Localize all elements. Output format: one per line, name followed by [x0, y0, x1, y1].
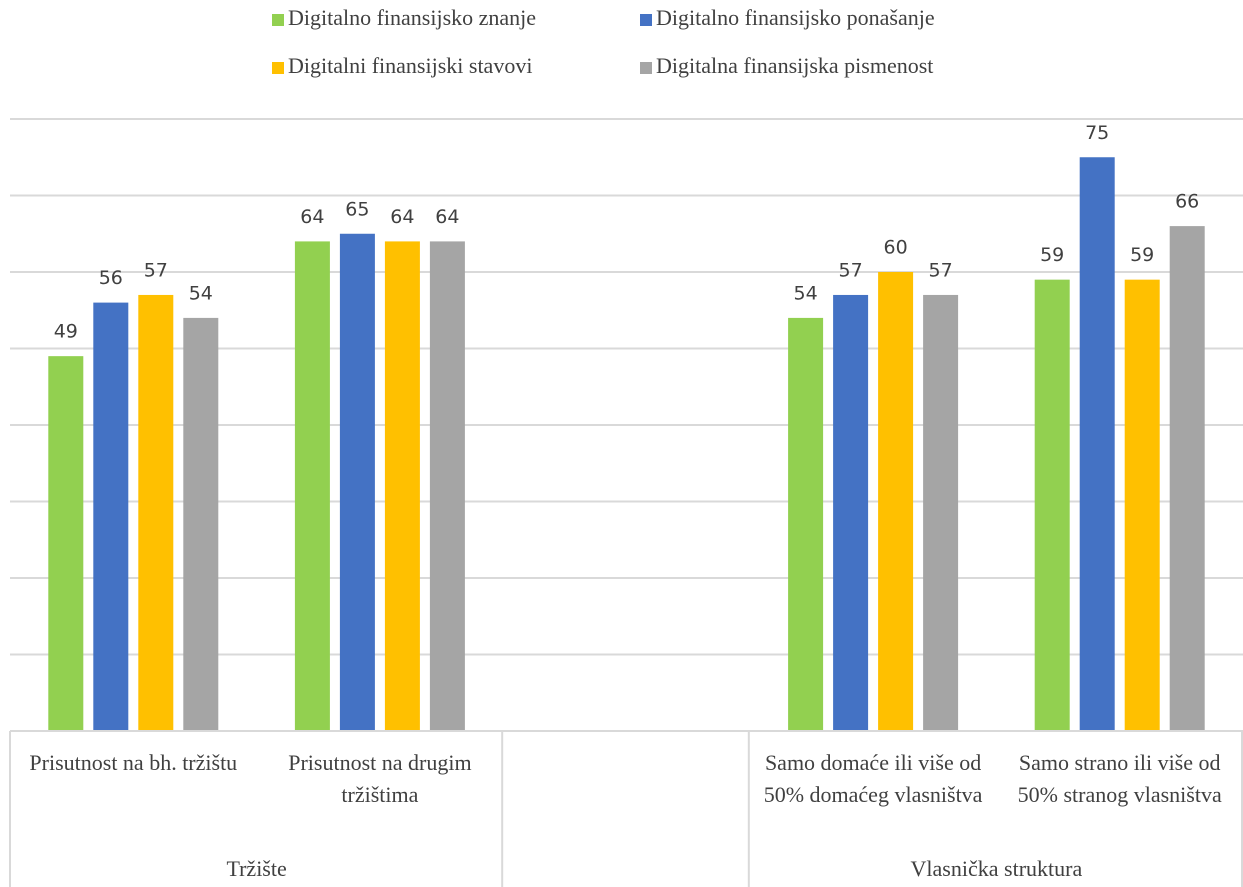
legend-swatch: [640, 62, 652, 74]
value-label: 57: [144, 259, 168, 281]
bar: [138, 294, 174, 731]
legend-label: Digitalni finansijski stavovi: [288, 53, 532, 78]
bar: [1034, 279, 1070, 731]
value-label: 75: [1085, 122, 1109, 144]
x-tick-label: Prisutnost na drugim tržištima: [288, 750, 472, 807]
legend-swatch: [272, 62, 284, 74]
bar: [384, 241, 420, 731]
value-label: 57: [929, 259, 953, 281]
value-label: 64: [390, 206, 414, 228]
value-label: 54: [794, 282, 818, 304]
value-label: 59: [1130, 244, 1154, 266]
bar: [294, 241, 330, 731]
value-label: 56: [99, 267, 123, 289]
bar: [48, 356, 84, 731]
legend-label: Digitalno finansijsko znanje: [288, 5, 536, 30]
value-label: 60: [884, 237, 908, 259]
bar: [93, 302, 129, 731]
bar: [833, 294, 869, 731]
value-label: 64: [300, 206, 324, 228]
bar: [878, 272, 914, 731]
group-label: Vlasnička struktura: [910, 856, 1083, 881]
value-label: 66: [1175, 191, 1199, 213]
legend-label: Digitalno finansijsko ponašanje: [656, 5, 935, 30]
legend-label: Digitalna finansijska pismenost: [656, 53, 933, 78]
x-tick-label: Prisutnost na bh. tržištu: [29, 750, 238, 775]
bar: [1169, 226, 1205, 731]
value-label: 64: [435, 206, 459, 228]
value-label: 57: [839, 259, 863, 281]
bar: [1124, 279, 1160, 731]
legend-swatch: [272, 14, 284, 26]
bar: [788, 317, 824, 731]
legend-swatch: [640, 14, 652, 26]
group-label: Tržište: [226, 856, 287, 881]
bar: [429, 241, 465, 731]
x-tick-label: Samo strano ili više od 50% stranog vlas…: [1017, 750, 1222, 807]
bar: [1079, 157, 1115, 731]
value-label: 59: [1040, 244, 1064, 266]
value-label: 54: [189, 282, 213, 304]
bar: [339, 233, 375, 731]
x-tick-label: Samo domaće ili više od 50% domaćeg vlas…: [763, 750, 983, 807]
bar: [923, 294, 959, 731]
value-label: 65: [345, 198, 369, 220]
value-label: 49: [54, 321, 78, 343]
bar: [183, 317, 219, 731]
